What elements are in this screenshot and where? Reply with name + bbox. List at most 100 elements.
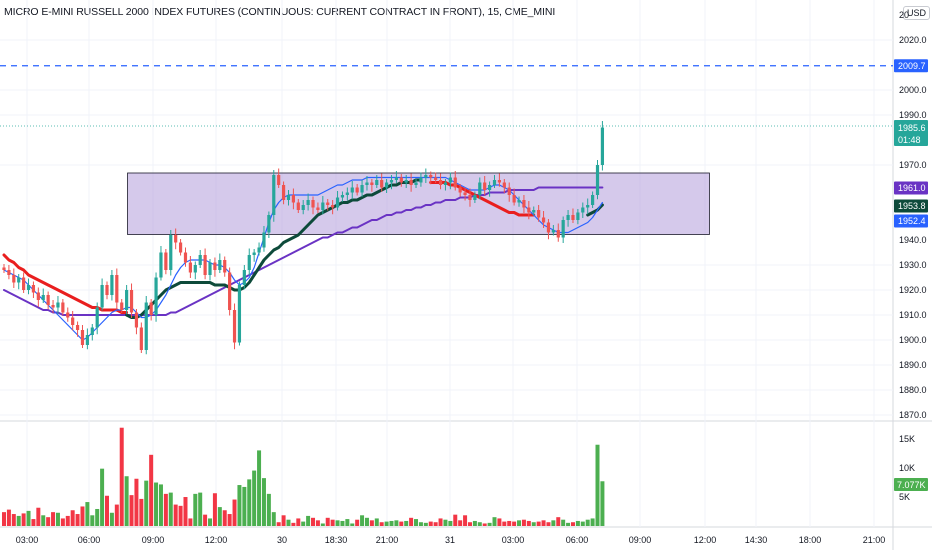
volume-bar xyxy=(492,517,497,526)
candle-body xyxy=(434,177,438,180)
candle-body xyxy=(541,217,546,223)
volume-bar xyxy=(409,517,414,526)
volume-tick-label: 15K xyxy=(899,434,915,444)
volume-bar xyxy=(139,498,144,526)
candle-body xyxy=(61,302,65,313)
volume-bar xyxy=(271,512,276,526)
price-tag-label: 1953.8 xyxy=(898,201,926,211)
candle-body xyxy=(80,330,85,345)
range-box-rect xyxy=(127,172,710,235)
ema-dark-line xyxy=(125,178,423,319)
candle-body xyxy=(556,230,560,238)
volume-bar xyxy=(55,512,60,526)
volume-bar xyxy=(311,517,316,526)
candle-body xyxy=(198,255,202,265)
candle-body xyxy=(492,180,497,185)
volume-tag-bg xyxy=(894,478,928,491)
candle-body xyxy=(183,252,188,263)
volume-bar xyxy=(306,515,311,526)
candle-body xyxy=(188,262,192,273)
volume-bar xyxy=(129,495,134,526)
candle-body xyxy=(71,317,75,325)
price-tag-label: 1961.0 xyxy=(898,183,926,193)
volume-bar xyxy=(105,495,110,526)
candle-body xyxy=(551,230,555,233)
volume-bar xyxy=(276,522,281,526)
volume-bar xyxy=(595,444,600,526)
volume-bar xyxy=(355,519,360,526)
volume-bar xyxy=(570,522,575,526)
candle-body xyxy=(316,207,320,210)
candle-body xyxy=(22,277,26,290)
candle-body xyxy=(159,252,163,278)
currency-selector[interactable]: USD xyxy=(903,6,931,20)
volume-bar xyxy=(389,520,394,526)
volume-bar xyxy=(203,514,208,526)
price-tag-bg xyxy=(894,181,928,195)
volume-bar xyxy=(507,520,512,526)
price-tags: 2009.7 1985.6 01:48 1961.0 1953.8 1952.4 1940.… xyxy=(894,59,928,491)
candle-body xyxy=(360,185,364,193)
price-tick-label: 1920.0 xyxy=(899,285,927,295)
volume-bar xyxy=(369,520,374,526)
candle-body xyxy=(149,302,153,315)
volume-bar xyxy=(26,510,31,526)
price-tag-bg xyxy=(894,59,928,73)
candle-body xyxy=(2,267,6,270)
volume-bar xyxy=(119,427,124,526)
candle-body xyxy=(105,285,109,295)
price-tag-countdown: 01:48 xyxy=(898,135,921,145)
volume-bar xyxy=(531,522,536,526)
volume-bar xyxy=(21,513,26,526)
candle-body xyxy=(311,200,315,208)
volume-bar xyxy=(109,512,114,526)
volume-bar xyxy=(330,519,335,526)
volume-bar xyxy=(418,522,423,526)
volume-bar xyxy=(600,481,605,526)
candle-body xyxy=(301,205,305,210)
candle-body xyxy=(414,182,418,185)
price-tick-label: 1940.0 xyxy=(899,235,927,245)
time-label: 09:00 xyxy=(629,535,652,545)
candle-body xyxy=(586,205,590,208)
volume-bar xyxy=(320,523,325,526)
volume-bar xyxy=(232,499,237,526)
candle-body xyxy=(335,197,340,208)
time-label: 06:00 xyxy=(78,535,101,545)
volume-bar xyxy=(340,520,345,526)
candle-body xyxy=(296,202,300,210)
price-tick-label: 20 xyxy=(899,10,909,20)
volume-bar xyxy=(257,450,262,526)
candle-body xyxy=(232,310,237,343)
candle-body xyxy=(443,182,448,185)
volume-tag-label: 7.077K xyxy=(897,480,926,490)
candle-body xyxy=(169,235,173,270)
volume-bar xyxy=(379,522,384,526)
candle-body xyxy=(203,255,207,275)
price-tag-label: 2009.7 xyxy=(898,61,926,71)
volume-bar xyxy=(472,520,477,526)
candle-body xyxy=(517,200,521,203)
volume-bar xyxy=(585,519,590,526)
candle-body xyxy=(561,220,565,238)
candle-body xyxy=(125,290,129,310)
price-axis: 2020.0 2000.0 1990.0 1970.0 1930.0 1920.0 1910… xyxy=(899,10,927,502)
volume-bar xyxy=(208,518,213,526)
candle-body xyxy=(134,312,139,328)
candle-body xyxy=(95,307,99,328)
volume-tick-label: 10K xyxy=(899,463,915,473)
price-tag-bg xyxy=(894,214,928,228)
volume-bar xyxy=(438,518,443,526)
candle-body xyxy=(31,285,36,293)
candle-body xyxy=(340,195,345,198)
candle-body xyxy=(571,215,575,220)
volume-bar xyxy=(70,510,75,526)
volume-bar xyxy=(364,517,369,526)
volume-bar xyxy=(168,492,173,526)
candle-body xyxy=(277,175,281,185)
candle-body xyxy=(355,187,359,193)
volume-bar xyxy=(423,522,428,526)
volume-bar xyxy=(188,518,193,526)
